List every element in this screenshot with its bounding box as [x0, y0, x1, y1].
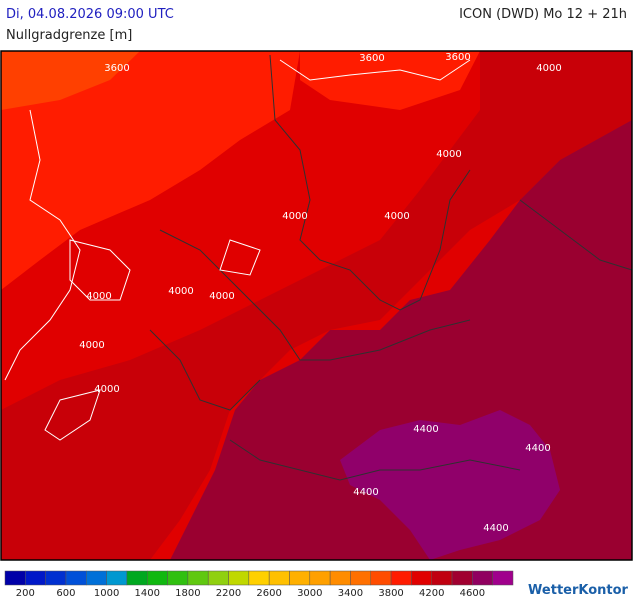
- legend-label: 1400: [135, 588, 160, 599]
- datetime: Di, 04.08.2026 09:00 UTC: [6, 7, 174, 22]
- contour-label: 4000: [209, 291, 234, 302]
- legend-label: 200: [16, 588, 35, 599]
- legend-swatch: [472, 570, 493, 586]
- legend-label: 3800: [378, 588, 403, 599]
- contour-label: 4000: [536, 63, 561, 74]
- legend-swatch: [146, 570, 168, 586]
- legend-swatch: [187, 570, 209, 586]
- region: [1, 51, 300, 290]
- legend-label: 600: [56, 588, 75, 599]
- contour-label: 4000: [79, 340, 104, 351]
- legend-swatch: [350, 570, 372, 586]
- legend-label: 4200: [419, 588, 444, 599]
- legend-swatch: [390, 570, 412, 586]
- contour-label: 4000: [86, 291, 111, 302]
- legend-label: 1000: [94, 588, 119, 599]
- legend-swatch: [268, 570, 290, 586]
- color-legend: 200 600 1000 1400 1800 2200 2600 3000 3400 3800 42…: [4, 570, 514, 599]
- legend-swatch: [4, 570, 26, 586]
- contour-label: 3600: [445, 52, 470, 63]
- contour-label: 4000: [94, 384, 119, 395]
- region: [1, 51, 632, 560]
- borders: [149, 54, 633, 481]
- contour-labels: 3600 3600 3600 4000 4000 4000 4000 4000 4000 4000…: [79, 52, 561, 534]
- legend-swatch: [167, 570, 189, 586]
- legend-swatch: [329, 570, 351, 586]
- legend-swatch: [309, 570, 331, 586]
- contour-label: 4000: [282, 211, 307, 222]
- legend-label: 2600: [256, 588, 281, 599]
- legend-swatch: [207, 570, 229, 586]
- region: [340, 410, 560, 560]
- legend-swatch: [126, 570, 148, 586]
- legend-label: 3400: [338, 588, 363, 599]
- legend-swatch: [25, 570, 46, 586]
- legend-swatch: [86, 570, 107, 586]
- model-run: ICON (DWD) Mo 12 + 21h: [459, 7, 627, 22]
- legend-label: 2200: [216, 588, 241, 599]
- legend-swatch: [370, 570, 392, 586]
- legend-swatch: [431, 570, 453, 586]
- contour-label: 4400: [483, 523, 508, 534]
- legend-swatch: [492, 570, 514, 586]
- legend-label: 4600: [460, 588, 485, 599]
- contour-label: 3600: [359, 53, 384, 64]
- region: [300, 51, 480, 110]
- contour-label: 4000: [168, 286, 193, 297]
- contour-label: 4400: [525, 443, 550, 454]
- legend-label: 1800: [175, 588, 200, 599]
- contour-label: 4400: [413, 424, 438, 435]
- region: [1, 51, 140, 110]
- legend-swatch: [248, 570, 270, 586]
- legend-swatch: [228, 570, 250, 586]
- coastlines: [4, 59, 471, 441]
- legend-swatch: [411, 570, 432, 586]
- map: [1, 51, 633, 560]
- parameter: Nullgradgrenze [m]: [6, 28, 132, 43]
- legend-swatch: [106, 570, 128, 586]
- map-frame: [0, 50, 633, 561]
- legend-swatch: [289, 570, 311, 586]
- legend-swatch: [451, 570, 473, 586]
- contour-label: 4000: [384, 211, 409, 222]
- legend-swatch: [45, 570, 67, 586]
- legend-label: 3000: [297, 588, 322, 599]
- contour-label: 4000: [436, 149, 461, 160]
- brand: WetterKontor: [528, 583, 629, 598]
- legend-swatch: [65, 570, 87, 586]
- contour-label: 4400: [353, 487, 378, 498]
- contour-label: 3600: [104, 63, 129, 74]
